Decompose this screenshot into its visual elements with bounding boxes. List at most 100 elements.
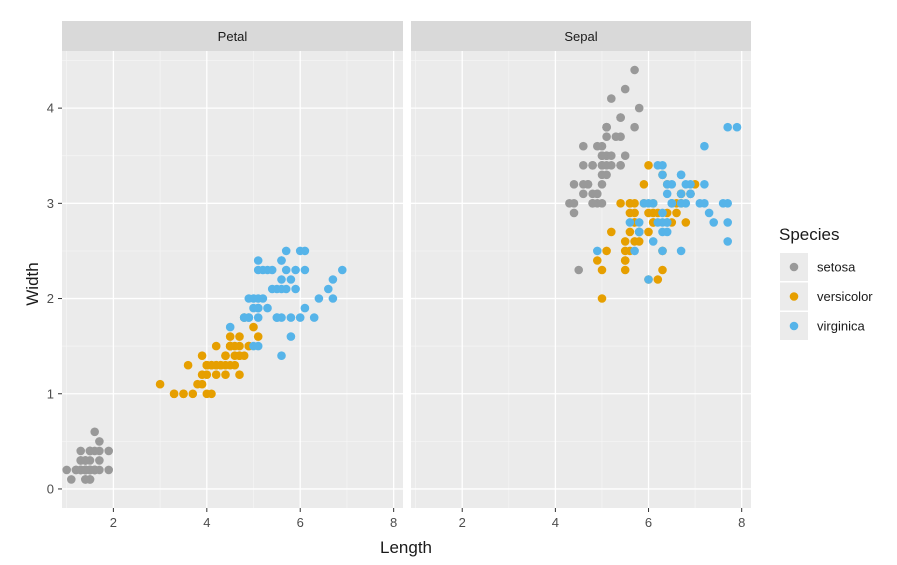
data-point-versicolor xyxy=(672,208,681,218)
data-point-versicolor xyxy=(193,379,202,389)
data-point-virginica xyxy=(291,284,300,294)
data-point-virginica xyxy=(277,284,286,294)
data-point-setosa xyxy=(569,199,579,208)
data-point-virginica xyxy=(658,170,667,180)
data-point-versicolor xyxy=(630,208,639,218)
x-tick-label: 4 xyxy=(203,515,210,530)
data-point-setosa xyxy=(597,170,607,180)
data-point-versicolor xyxy=(169,389,179,399)
data-point-virginica xyxy=(653,161,663,170)
legend-item-versicolor: versicolor xyxy=(780,282,873,311)
x-tick-label: 6 xyxy=(645,515,652,530)
data-point-versicolor xyxy=(634,237,644,246)
data-point-virginica xyxy=(267,265,277,275)
data-point-setosa xyxy=(597,199,607,208)
facet-label: Petal xyxy=(218,29,248,44)
data-point-versicolor xyxy=(681,218,691,227)
data-point-setosa xyxy=(569,208,579,218)
data-point-virginica xyxy=(723,237,732,246)
gridlines xyxy=(411,51,751,508)
data-point-setosa xyxy=(104,446,113,456)
data-point-versicolor xyxy=(644,208,653,218)
legend-label: versicolor xyxy=(817,289,873,304)
data-point-virginica xyxy=(300,246,310,256)
data-point-versicolor xyxy=(202,370,212,380)
data-point-virginica xyxy=(328,275,338,284)
data-point-versicolor xyxy=(253,332,263,341)
data-point-versicolor xyxy=(207,389,216,399)
panel-petal: Petal xyxy=(62,21,403,508)
data-point-virginica xyxy=(286,332,296,341)
data-point-versicolor xyxy=(602,246,611,256)
data-point-virginica xyxy=(686,189,695,199)
data-point-virginica xyxy=(253,256,263,265)
data-point-versicolor xyxy=(249,322,258,332)
data-point-setosa xyxy=(81,456,90,465)
data-point-virginica xyxy=(658,246,667,256)
data-point-virginica xyxy=(328,294,338,303)
data-point-virginica xyxy=(281,246,291,256)
data-point-virginica xyxy=(676,170,686,180)
y-axis: 0 1 2 3 4 xyxy=(47,101,62,496)
data-point-setosa xyxy=(602,132,611,141)
data-point-virginica xyxy=(700,141,709,151)
data-point-virginica xyxy=(700,199,709,208)
data-point-virginica xyxy=(676,246,686,256)
data-point-virginica xyxy=(630,246,639,256)
panel-background xyxy=(62,51,403,508)
data-point-setosa xyxy=(95,456,104,465)
facet-strip xyxy=(411,21,751,51)
data-point-setosa xyxy=(593,141,602,151)
series-setosa xyxy=(62,427,113,484)
data-point-virginica xyxy=(277,351,286,361)
data-point-versicolor xyxy=(639,180,649,189)
data-point-virginica xyxy=(662,180,672,189)
data-point-versicolor xyxy=(597,265,607,275)
data-point-versicolor xyxy=(211,370,221,380)
data-point-versicolor xyxy=(644,161,653,170)
y-tick-label: 3 xyxy=(47,196,54,211)
data-point-setosa xyxy=(607,94,616,103)
legend-label: virginica xyxy=(817,319,865,334)
data-point-setosa xyxy=(569,180,579,189)
x-tick-label: 8 xyxy=(390,515,397,530)
data-point-virginica xyxy=(681,180,691,189)
data-point-virginica xyxy=(277,275,286,284)
series-setosa xyxy=(565,65,644,275)
legend-label: setosa xyxy=(817,260,856,275)
data-point-versicolor xyxy=(239,351,249,361)
data-point-virginica xyxy=(625,218,635,227)
legend-item-setosa: setosa xyxy=(780,253,856,281)
data-point-virginica xyxy=(709,218,718,227)
data-point-versicolor xyxy=(216,360,226,370)
series-virginica xyxy=(593,122,742,284)
data-point-versicolor xyxy=(179,389,188,399)
data-point-virginica xyxy=(723,218,732,227)
data-point-setosa xyxy=(611,132,621,141)
data-point-virginica xyxy=(732,122,742,132)
data-point-virginica xyxy=(258,265,268,275)
data-point-virginica xyxy=(676,189,686,199)
data-point-setosa xyxy=(620,84,630,94)
series-virginica xyxy=(225,246,347,361)
data-point-setosa xyxy=(81,475,90,484)
legend: Species setosa versicolor virginica xyxy=(779,225,873,340)
data-point-setosa xyxy=(76,446,85,456)
data-point-versicolor xyxy=(225,332,235,341)
data-point-virginica xyxy=(267,284,277,294)
x-tick-label: 6 xyxy=(297,515,304,530)
y-axis-title: Width xyxy=(23,262,42,305)
data-point-versicolor xyxy=(620,265,630,275)
data-point-setosa xyxy=(588,161,597,170)
legend-marker xyxy=(789,292,799,301)
data-point-versicolor xyxy=(620,237,630,246)
data-point-setosa xyxy=(630,65,639,75)
data-point-virginica xyxy=(272,313,282,322)
legend-title: Species xyxy=(779,225,839,244)
data-point-virginica xyxy=(648,237,658,246)
panels-layer: Petal Sepal xyxy=(62,21,751,508)
y-tick-label: 1 xyxy=(47,386,54,401)
data-point-versicolor xyxy=(620,256,630,265)
data-point-versicolor xyxy=(597,294,607,303)
data-point-versicolor xyxy=(607,227,616,237)
